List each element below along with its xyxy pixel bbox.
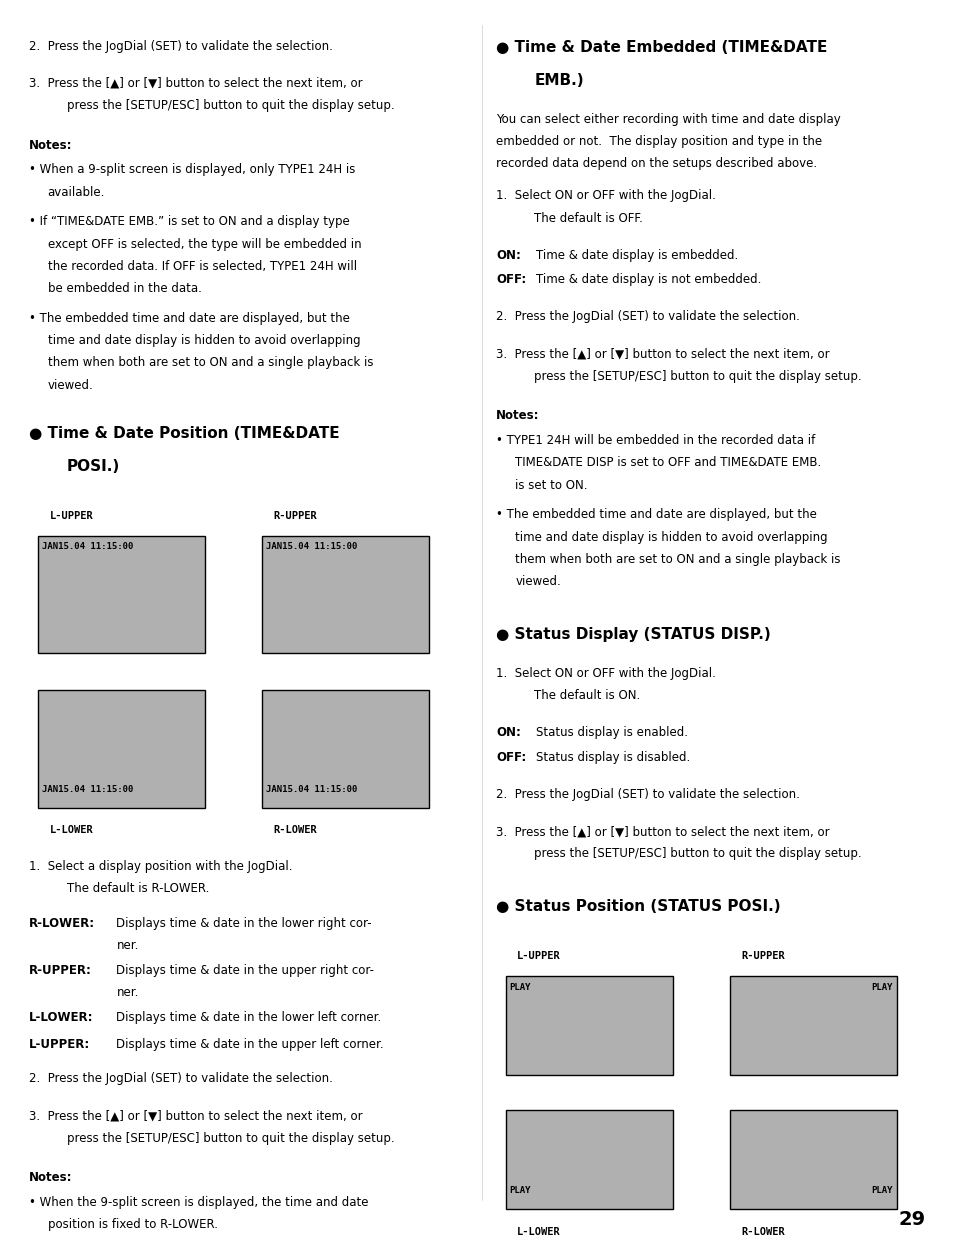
Text: • The embedded time and date are displayed, but the: • The embedded time and date are display… — [496, 508, 816, 522]
Text: PLAY: PLAY — [509, 1186, 531, 1195]
Text: ner.: ner. — [116, 939, 138, 952]
Text: 3.  Press the [▲] or [▼] button to select the next item, or: 3. Press the [▲] or [▼] button to select… — [496, 825, 829, 839]
Text: Status display is disabled.: Status display is disabled. — [536, 751, 690, 764]
Text: is set to ON.: is set to ON. — [515, 479, 587, 492]
FancyBboxPatch shape — [262, 536, 429, 653]
Text: available.: available. — [48, 186, 105, 199]
Text: • When a 9-split screen is displayed, only TYPE1 24H is: • When a 9-split screen is displayed, on… — [29, 163, 355, 177]
Text: Notes:: Notes: — [29, 139, 72, 152]
Text: JAN15.04 11:15:00: JAN15.04 11:15:00 — [42, 785, 133, 794]
FancyBboxPatch shape — [262, 690, 429, 808]
Text: them when both are set to ON and a single playback is: them when both are set to ON and a singl… — [48, 356, 373, 370]
Text: press the [SETUP/ESC] button to quit the display setup.: press the [SETUP/ESC] button to quit the… — [67, 99, 394, 113]
Text: L-UPPER: L-UPPER — [50, 511, 93, 521]
Text: The default is R-LOWER.: The default is R-LOWER. — [67, 882, 209, 896]
Text: 29: 29 — [898, 1210, 924, 1228]
Text: R-UPPER: R-UPPER — [274, 511, 317, 521]
FancyBboxPatch shape — [38, 690, 205, 808]
Text: ON:: ON: — [496, 726, 520, 740]
Text: Notes:: Notes: — [496, 409, 539, 423]
Text: time and date display is hidden to avoid overlapping: time and date display is hidden to avoid… — [515, 531, 827, 544]
Text: PLAY: PLAY — [509, 983, 531, 992]
Text: L-UPPER: L-UPPER — [517, 951, 560, 961]
Text: • When the 9-split screen is displayed, the time and date: • When the 9-split screen is displayed, … — [29, 1196, 368, 1210]
Text: Displays time & date in the upper right cor-: Displays time & date in the upper right … — [116, 964, 374, 977]
Text: • The embedded time and date are displayed, but the: • The embedded time and date are display… — [29, 312, 349, 325]
Text: 3.  Press the [▲] or [▼] button to select the next item, or: 3. Press the [▲] or [▼] button to select… — [496, 348, 829, 361]
Text: ● Status Position (STATUS POSI.): ● Status Position (STATUS POSI.) — [496, 899, 780, 914]
Text: them when both are set to ON and a single playback is: them when both are set to ON and a singl… — [515, 553, 840, 567]
Text: ● Time & Date Embedded (TIME&DATE: ● Time & Date Embedded (TIME&DATE — [496, 40, 826, 54]
Text: Time & date display is embedded.: Time & date display is embedded. — [536, 249, 738, 262]
Text: the recorded data. If OFF is selected, TYPE1 24H will: the recorded data. If OFF is selected, T… — [48, 260, 356, 273]
Text: OFF:: OFF: — [496, 273, 526, 287]
Text: Time & date display is not embedded.: Time & date display is not embedded. — [536, 273, 760, 287]
Text: EMB.): EMB.) — [534, 73, 583, 88]
Text: R-LOWER: R-LOWER — [274, 825, 317, 835]
Text: PLAY: PLAY — [870, 983, 892, 992]
Text: R-UPPER:: R-UPPER: — [29, 964, 91, 977]
Text: PLAY: PLAY — [870, 1186, 892, 1195]
Text: JAN15.04 11:15:00: JAN15.04 11:15:00 — [266, 542, 357, 550]
Text: ● Time & Date Position (TIME&DATE: ● Time & Date Position (TIME&DATE — [29, 426, 339, 440]
Text: 2.  Press the JogDial (SET) to validate the selection.: 2. Press the JogDial (SET) to validate t… — [496, 788, 800, 802]
Text: press the [SETUP/ESC] button to quit the display setup.: press the [SETUP/ESC] button to quit the… — [534, 847, 861, 861]
Text: 2.  Press the JogDial (SET) to validate the selection.: 2. Press the JogDial (SET) to validate t… — [496, 310, 800, 324]
FancyBboxPatch shape — [505, 976, 672, 1075]
Text: L-LOWER: L-LOWER — [517, 1227, 560, 1237]
Text: L-UPPER:: L-UPPER: — [29, 1038, 90, 1051]
Text: JAN15.04 11:15:00: JAN15.04 11:15:00 — [266, 785, 357, 794]
Text: The default is OFF.: The default is OFF. — [534, 212, 642, 225]
FancyBboxPatch shape — [505, 1110, 672, 1209]
Text: 1.  Select ON or OFF with the JogDial.: 1. Select ON or OFF with the JogDial. — [496, 189, 715, 203]
Text: R-UPPER: R-UPPER — [740, 951, 784, 961]
Text: Displays time & date in the lower right cor-: Displays time & date in the lower right … — [116, 917, 372, 930]
Text: JAN15.04 11:15:00: JAN15.04 11:15:00 — [42, 542, 133, 550]
Text: • If “TIME&DATE EMB.” is set to ON and a display type: • If “TIME&DATE EMB.” is set to ON and a… — [29, 215, 349, 229]
Text: position is fixed to R-LOWER.: position is fixed to R-LOWER. — [48, 1218, 217, 1232]
Text: 3.  Press the [▲] or [▼] button to select the next item, or: 3. Press the [▲] or [▼] button to select… — [29, 1110, 362, 1123]
Text: press the [SETUP/ESC] button to quit the display setup.: press the [SETUP/ESC] button to quit the… — [67, 1132, 394, 1145]
Text: Notes:: Notes: — [29, 1171, 72, 1185]
Text: L-LOWER:: L-LOWER: — [29, 1011, 93, 1024]
Text: OFF:: OFF: — [496, 751, 526, 764]
Text: viewed.: viewed. — [515, 575, 560, 589]
Text: 1.  Select ON or OFF with the JogDial.: 1. Select ON or OFF with the JogDial. — [496, 667, 715, 680]
Text: recorded data depend on the setups described above.: recorded data depend on the setups descr… — [496, 157, 817, 171]
Text: POSI.): POSI.) — [67, 459, 120, 474]
Text: except OFF is selected, the type will be embedded in: except OFF is selected, the type will be… — [48, 238, 361, 251]
Text: ● Status Display (STATUS DISP.): ● Status Display (STATUS DISP.) — [496, 627, 770, 642]
Text: 3.  Press the [▲] or [▼] button to select the next item, or: 3. Press the [▲] or [▼] button to select… — [29, 77, 362, 90]
Text: R-LOWER: R-LOWER — [740, 1227, 784, 1237]
Text: R-LOWER:: R-LOWER: — [29, 917, 94, 930]
Text: 2.  Press the JogDial (SET) to validate the selection.: 2. Press the JogDial (SET) to validate t… — [29, 40, 333, 53]
Text: press the [SETUP/ESC] button to quit the display setup.: press the [SETUP/ESC] button to quit the… — [534, 370, 861, 383]
FancyBboxPatch shape — [729, 976, 896, 1075]
Text: 2.  Press the JogDial (SET) to validate the selection.: 2. Press the JogDial (SET) to validate t… — [29, 1072, 333, 1086]
Text: viewed.: viewed. — [48, 379, 93, 392]
Text: 1.  Select a display position with the JogDial.: 1. Select a display position with the Jo… — [29, 860, 292, 873]
Text: The default is ON.: The default is ON. — [534, 689, 639, 703]
Text: Displays time & date in the lower left corner.: Displays time & date in the lower left c… — [116, 1011, 381, 1024]
Text: ner.: ner. — [116, 986, 138, 999]
FancyBboxPatch shape — [38, 536, 205, 653]
Text: Status display is enabled.: Status display is enabled. — [536, 726, 687, 740]
Text: embedded or not.  The display position and type in the: embedded or not. The display position an… — [496, 135, 821, 148]
Text: ON:: ON: — [496, 249, 520, 262]
FancyBboxPatch shape — [729, 1110, 896, 1209]
Text: L-LOWER: L-LOWER — [50, 825, 93, 835]
Text: be embedded in the data.: be embedded in the data. — [48, 282, 201, 296]
Text: • TYPE1 24H will be embedded in the recorded data if: • TYPE1 24H will be embedded in the reco… — [496, 434, 815, 448]
Text: TIME&DATE DISP is set to OFF and TIME&DATE EMB.: TIME&DATE DISP is set to OFF and TIME&DA… — [515, 456, 821, 470]
Text: You can select either recording with time and date display: You can select either recording with tim… — [496, 113, 840, 126]
Text: Displays time & date in the upper left corner.: Displays time & date in the upper left c… — [116, 1038, 384, 1051]
Text: time and date display is hidden to avoid overlapping: time and date display is hidden to avoid… — [48, 334, 360, 348]
